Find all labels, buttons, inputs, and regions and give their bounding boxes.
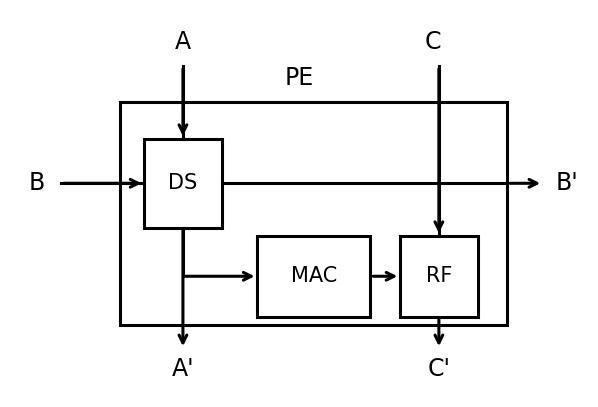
Text: B: B bbox=[29, 171, 45, 195]
Bar bbox=[257, 236, 370, 317]
Text: RF: RF bbox=[426, 266, 452, 286]
Text: A: A bbox=[175, 30, 191, 54]
Text: C': C' bbox=[428, 357, 450, 381]
Text: PE: PE bbox=[285, 66, 313, 90]
Bar bbox=[120, 103, 507, 325]
Text: A': A' bbox=[172, 357, 194, 381]
Text: C: C bbox=[425, 30, 441, 54]
Text: MAC: MAC bbox=[291, 266, 337, 286]
Text: DS: DS bbox=[168, 173, 197, 193]
Text: B': B' bbox=[556, 171, 578, 195]
Bar bbox=[400, 236, 478, 317]
Bar bbox=[144, 139, 222, 228]
